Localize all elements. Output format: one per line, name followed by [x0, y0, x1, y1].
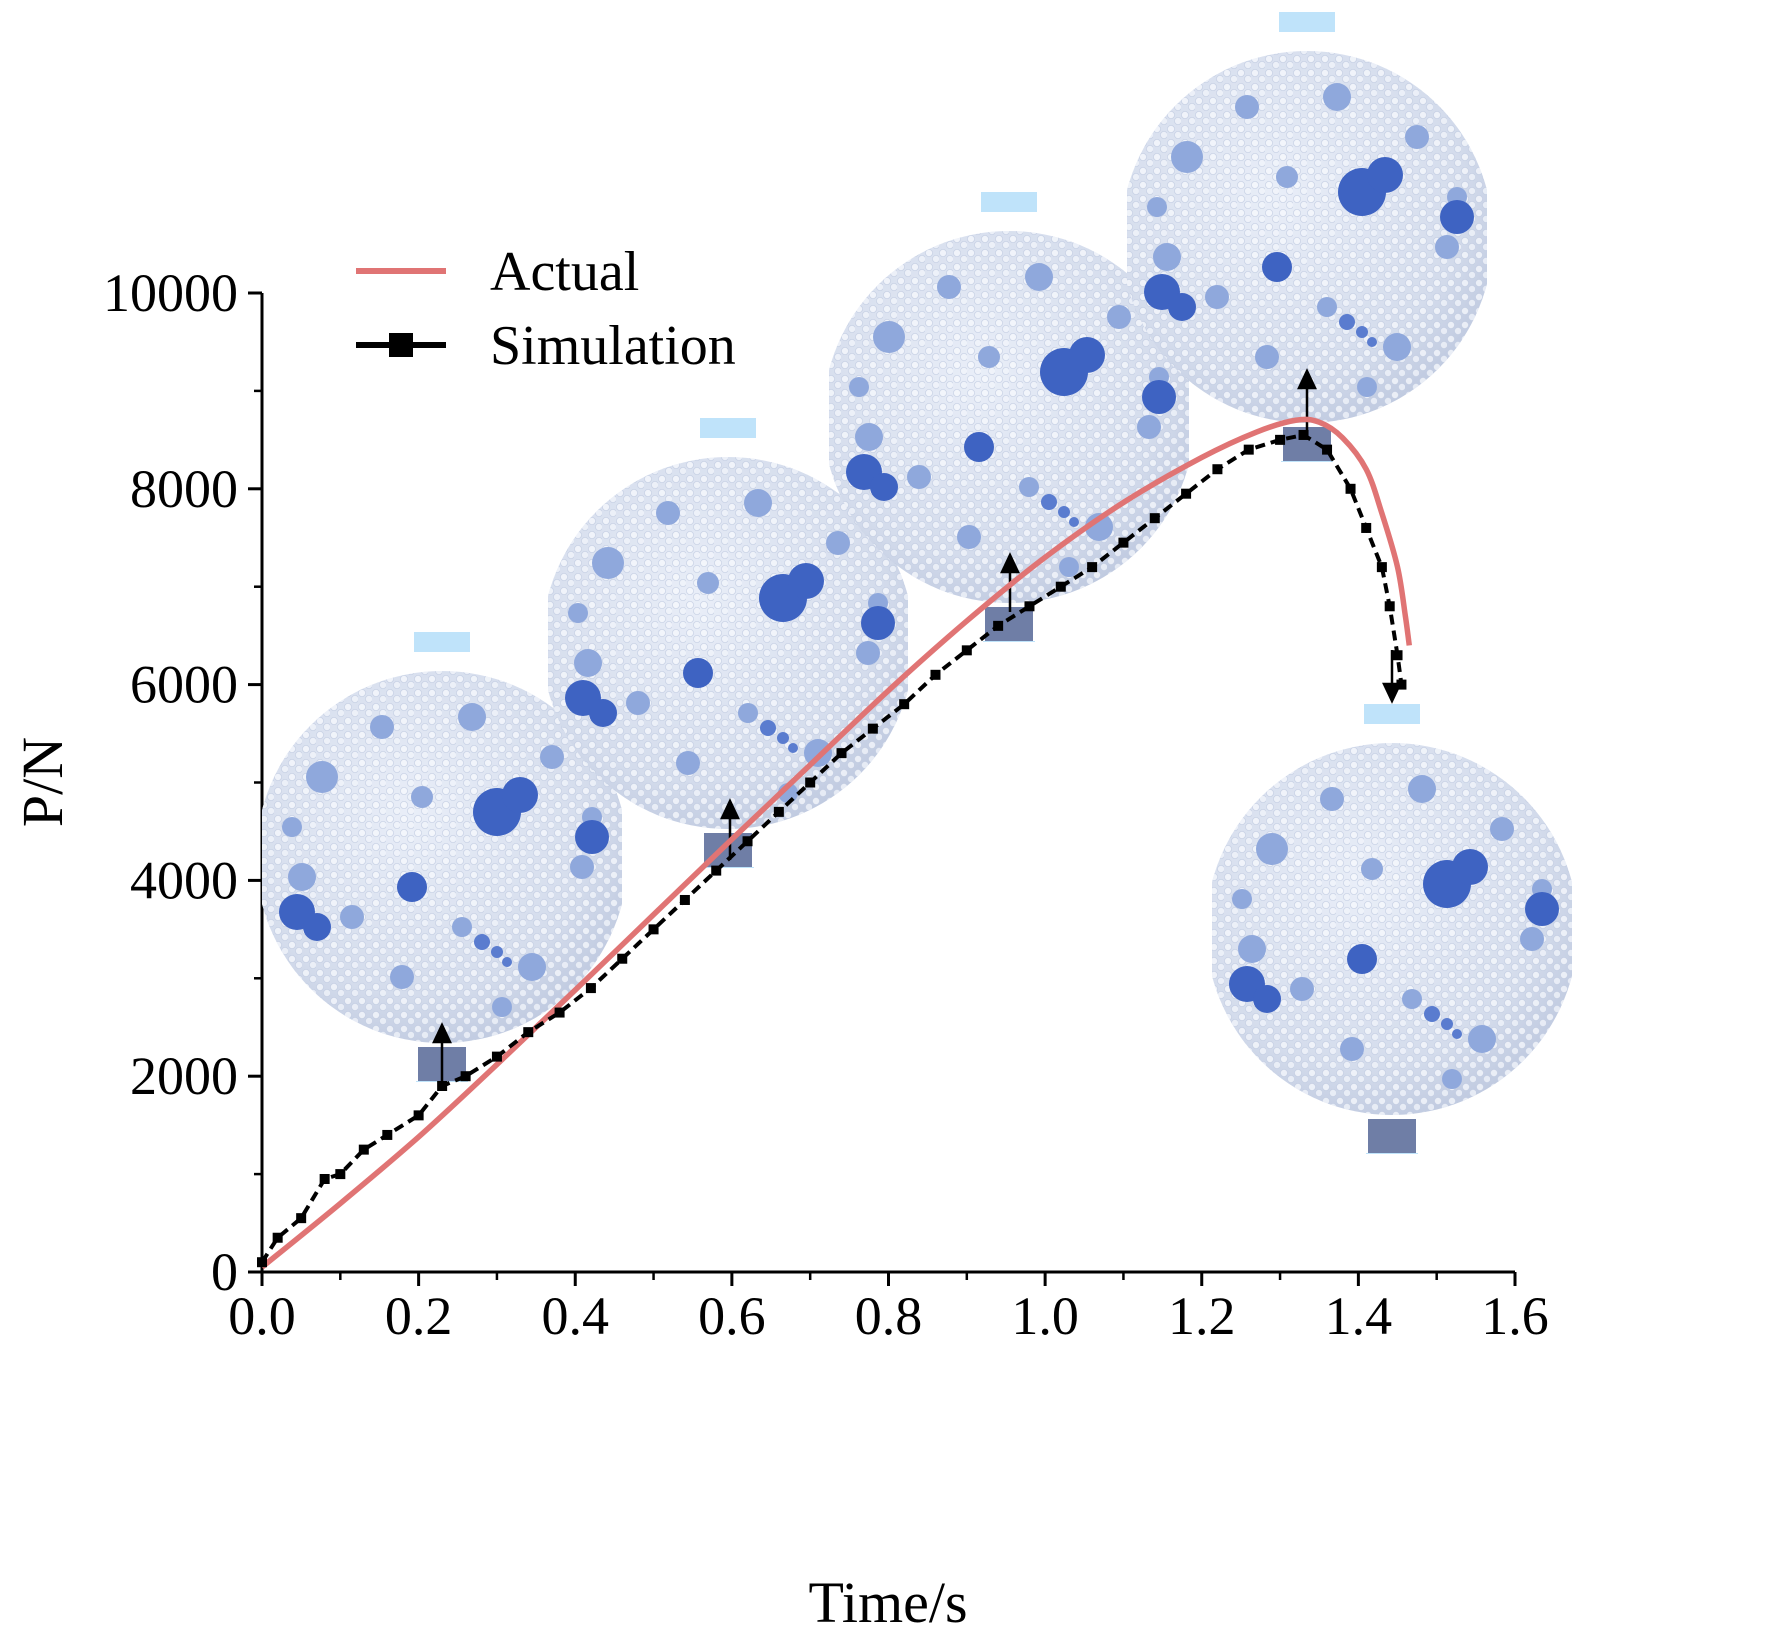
y-tick-label-3: 6000 [130, 655, 238, 715]
simulation-point-34 [1243, 444, 1254, 455]
simulation-point-8 [437, 1080, 448, 1091]
x-tick-label-3: 0.6 [698, 1286, 766, 1346]
y-axis-title: P/N [10, 737, 75, 827]
simulation-point-28 [1055, 581, 1066, 592]
simulation-point-38 [1345, 483, 1356, 494]
simulation-point-3 [319, 1173, 330, 1184]
tick-labels: 0.0 0.2 0.4 0.6 0.8 1.0 1.2 1.4 1.6 0 2000 4000 6000… [103, 263, 1549, 1346]
legend-label-simulation: Simulation [490, 315, 736, 377]
x-tick-label-2: 0.4 [542, 1286, 610, 1346]
y-tick-label-2: 4000 [130, 850, 238, 910]
legend-marker-simulation [389, 333, 413, 357]
simulation-point-21 [836, 748, 847, 759]
simulation-point-18 [742, 836, 753, 847]
arrow-t025 [432, 1022, 452, 1085]
x-tick-label-7: 1.4 [1325, 1286, 1393, 1346]
simulation-point-2 [296, 1213, 307, 1224]
simulation-point-12 [554, 1007, 565, 1018]
simulation-point-22 [867, 723, 878, 734]
simulation-point-20 [805, 777, 816, 788]
series-layer [257, 416, 1413, 1270]
x-tick-label-4: 0.8 [855, 1286, 923, 1346]
simulation-point-29 [1087, 562, 1098, 573]
y-tick-label-5: 10000 [103, 263, 238, 323]
simulation-point-23 [899, 699, 910, 710]
simulation-point-4 [335, 1169, 346, 1180]
simulation-point-36 [1298, 429, 1309, 440]
simulation-point-14 [617, 953, 628, 964]
simulation-point-32 [1181, 488, 1192, 499]
simulation-point-10 [491, 1051, 502, 1062]
simulation-point-24 [930, 669, 941, 680]
simulation-point-25 [961, 645, 972, 656]
simulation-point-26 [993, 620, 1004, 631]
x-tick-label-6: 1.2 [1168, 1286, 1236, 1346]
simulation-point-17 [711, 865, 722, 876]
simulation-point-37 [1322, 444, 1333, 455]
simulation-point-41 [1384, 601, 1395, 612]
simulation-point-13 [585, 983, 596, 994]
simulation-point-16 [679, 894, 690, 905]
simulation-point-7 [413, 1110, 424, 1121]
simulation-point-31 [1149, 513, 1160, 524]
simulation-point-19 [773, 806, 784, 817]
legend-label-actual: Actual [490, 241, 639, 303]
simulation-point-35 [1275, 434, 1286, 445]
x-tick-label-0: 0.0 [228, 1286, 296, 1346]
specimen-image-t145 [1212, 704, 1572, 1154]
simulation-point-42 [1392, 650, 1403, 661]
simulation-point-1 [272, 1232, 283, 1243]
simulation-point-6 [382, 1129, 393, 1140]
arrow-t145 [1382, 650, 1402, 704]
y-tick-label-4: 8000 [130, 459, 238, 519]
simulation-point-11 [523, 1027, 534, 1038]
y-tick-label-0: 0 [211, 1242, 238, 1302]
simulation-point-15 [648, 924, 659, 935]
simulation-point-40 [1376, 562, 1387, 573]
simulation-point-43 [1396, 679, 1407, 690]
ticks [248, 291, 1517, 1286]
simulation-point-30 [1118, 537, 1129, 548]
simulation-point-27 [1024, 601, 1035, 612]
x-axis-title: Time/s [808, 1570, 967, 1635]
x-tick-label-1: 0.2 [385, 1286, 453, 1346]
simulation-point-9 [460, 1071, 471, 1082]
simulation-point-0 [257, 1257, 267, 1268]
simulation-point-33 [1212, 464, 1223, 475]
specimen-insets [262, 12, 1572, 1154]
x-tick-label-5: 1.0 [1011, 1286, 1079, 1346]
simulation-point-39 [1361, 522, 1372, 533]
legend: Actual Simulation [356, 241, 736, 377]
y-tick-label-1: 2000 [130, 1046, 238, 1106]
arrow-t060 [720, 798, 740, 860]
x-tick-label-8: 1.6 [1481, 1286, 1549, 1346]
simulation-point-5 [358, 1144, 369, 1155]
